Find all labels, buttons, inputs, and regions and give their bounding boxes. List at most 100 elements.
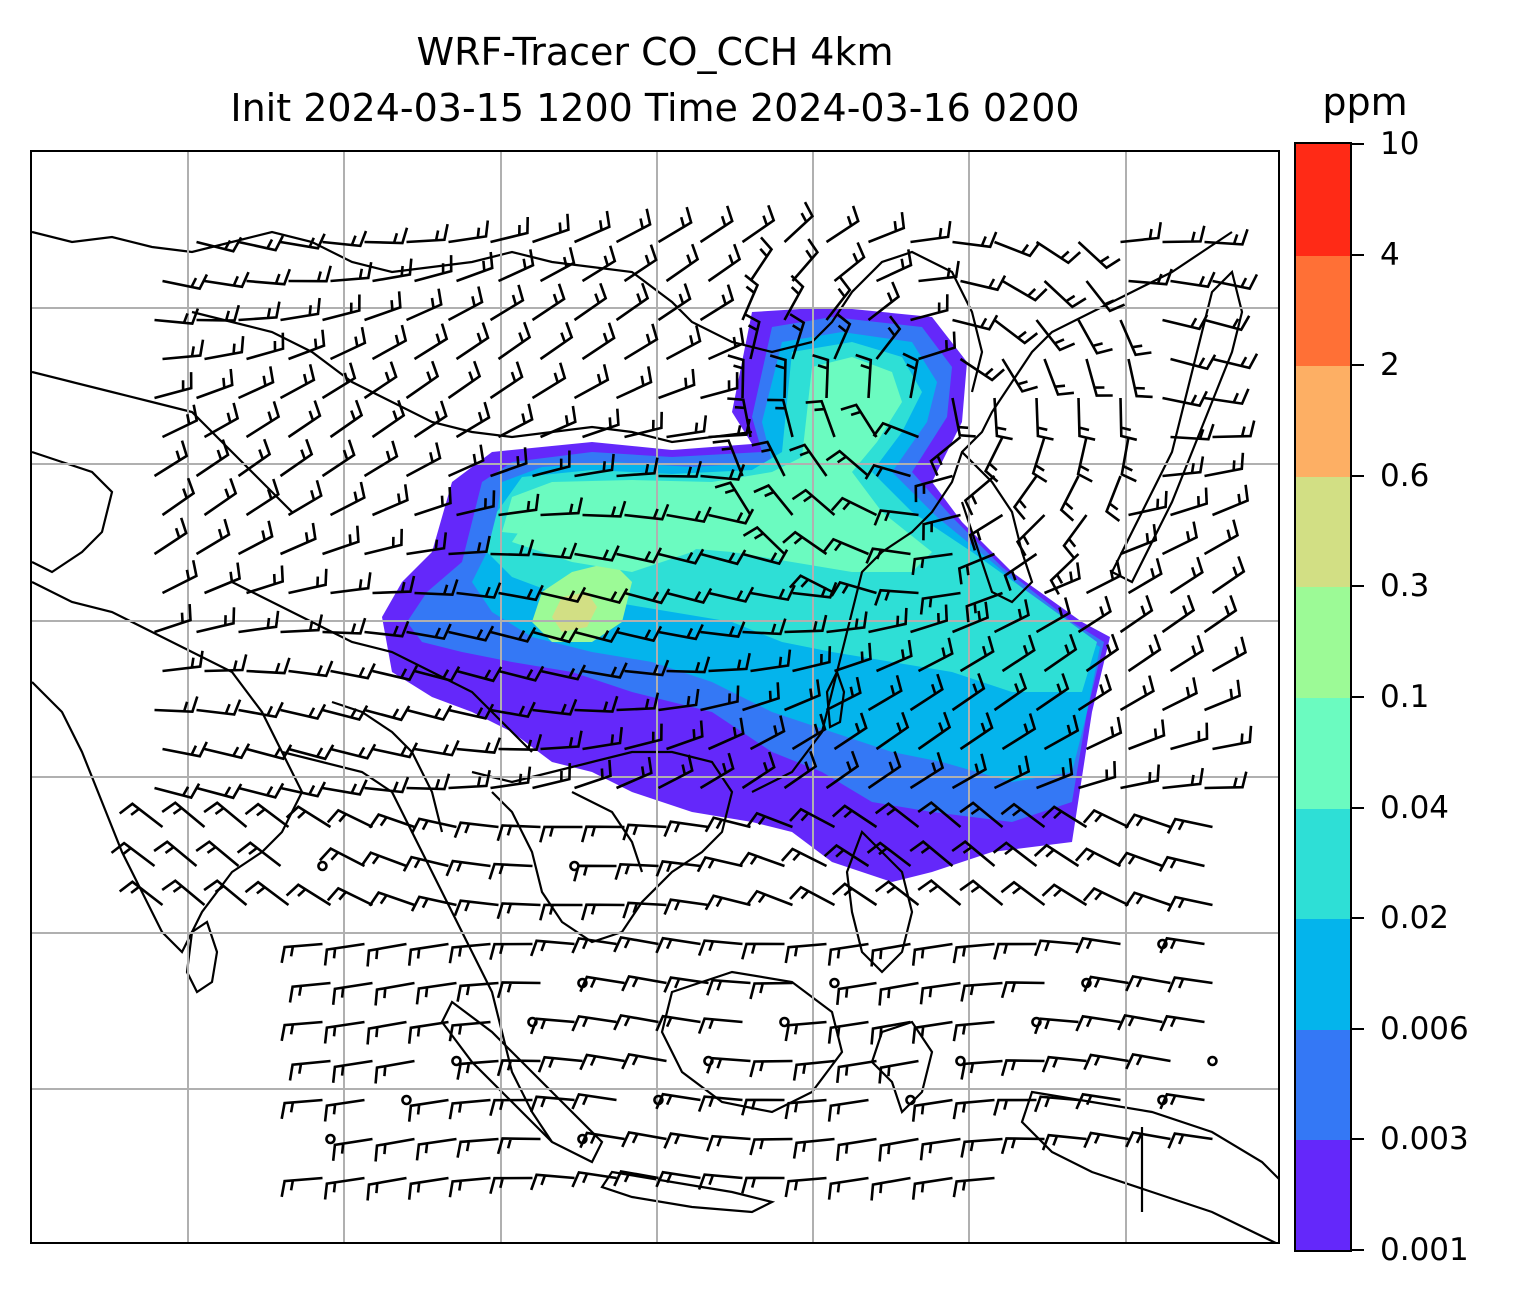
- wind-barb: [364, 291, 402, 322]
- wind-barb: [791, 488, 836, 516]
- wind-barb: [1204, 771, 1248, 790]
- wind-barb: [529, 1017, 575, 1035]
- wind-barb: [959, 801, 1004, 829]
- wind-barb: [195, 840, 240, 867]
- wind-barb: [825, 676, 862, 712]
- wind-barb: [792, 1137, 835, 1159]
- wind-barb: [614, 862, 659, 880]
- wind-barb: [1031, 436, 1048, 483]
- wind-barb: [161, 801, 206, 828]
- wind-barb: [616, 457, 659, 478]
- wind-barb: [909, 752, 945, 790]
- colorbar-tick-label: 0.02: [1380, 900, 1450, 937]
- wind-barb: [405, 442, 442, 478]
- calm-wind-circle: [1207, 1055, 1218, 1067]
- wind-barb: [1120, 436, 1137, 483]
- wind-barb: [539, 246, 576, 283]
- wind-barb: [870, 942, 911, 967]
- wind-barb: [783, 679, 821, 712]
- wind-barb: [1211, 636, 1248, 673]
- wind-barb: [245, 478, 280, 517]
- wind-barb: [952, 1020, 995, 1042]
- wind-barb: [490, 216, 529, 244]
- wind-barb: [867, 281, 901, 322]
- wind-barb: [750, 649, 792, 673]
- wind-barb: [834, 642, 872, 673]
- wind-barb: [1049, 553, 1080, 596]
- colorbar-tick: [1352, 696, 1364, 698]
- wind-barb: [870, 1176, 911, 1201]
- wind-barb: [579, 1131, 625, 1149]
- colorbar-tick: [1352, 806, 1364, 809]
- wind-barb: [831, 882, 878, 907]
- wind-barb: [1077, 673, 1113, 712]
- wind-barb: [789, 807, 836, 829]
- wind-barb: [490, 447, 528, 478]
- wind-barb: [1085, 280, 1126, 313]
- border-kazakh: [32, 370, 293, 513]
- wind-barb: [666, 415, 708, 439]
- wind-barb: [489, 361, 524, 400]
- wind-barb: [622, 901, 667, 919]
- wind-barb: [532, 698, 578, 716]
- wind-barb: [1001, 634, 1036, 673]
- wind-barb: [825, 750, 860, 790]
- wind-barb: [539, 405, 577, 439]
- calm-wind-circle: [401, 1094, 412, 1106]
- wind-barb: [456, 737, 502, 754]
- wind-barb: [864, 463, 911, 480]
- wind-barb: [782, 530, 828, 556]
- wind-barb: [615, 282, 650, 322]
- wind-barb: [489, 284, 525, 322]
- wind-barb: [447, 444, 485, 478]
- wind-barb: [1162, 456, 1205, 478]
- wind-barb: [456, 981, 499, 1002]
- wind-barb: [965, 591, 1003, 623]
- wind-barb: [203, 477, 238, 517]
- wind-barb: [1212, 420, 1256, 439]
- coast-sumatra: [440, 1000, 604, 1164]
- wind-barb: [1000, 981, 1045, 999]
- wind-barb: [1033, 1095, 1079, 1113]
- wind-barb: [448, 220, 490, 244]
- wind-barb: [539, 825, 583, 843]
- wind-barb: [708, 586, 755, 603]
- colorbar-tick: [1352, 474, 1364, 477]
- wind-barb: [624, 659, 670, 677]
- wind-barb: [287, 479, 323, 517]
- border-china-north: [32, 230, 984, 393]
- colorbar-tick-label: 0.04: [1380, 789, 1450, 826]
- wind-barb: [363, 361, 398, 400]
- wind-barb: [415, 981, 457, 1005]
- colorbar-segment: [1296, 475, 1350, 588]
- wind-barb: [203, 402, 240, 439]
- wind-barb: [714, 481, 752, 516]
- wind-barb: [780, 847, 828, 868]
- wind-barb: [1162, 225, 1206, 244]
- wind-barb: [497, 403, 534, 439]
- wind-barb: [531, 362, 567, 400]
- wind-barb: [616, 547, 663, 564]
- wind-barb: [238, 301, 281, 322]
- wind-barb: [1085, 716, 1123, 751]
- wind-barb: [414, 487, 452, 517]
- wind-barb: [456, 582, 502, 599]
- wind-barb: [1161, 521, 1199, 556]
- wind-barb: [836, 981, 877, 1006]
- wind-barb: [655, 936, 701, 954]
- wind-barb: [532, 542, 578, 560]
- wind-barb: [238, 235, 285, 252]
- wind-barb: [1167, 976, 1213, 993]
- wind-barb: [161, 477, 196, 517]
- wind-barb: [1125, 1130, 1171, 1148]
- wind-barb: [366, 942, 407, 967]
- wind-barb: [655, 1092, 701, 1110]
- wind-barb: [162, 339, 205, 361]
- wind-barb: [616, 625, 663, 643]
- wind-barb: [1041, 883, 1088, 907]
- wind-barb: [154, 604, 192, 634]
- wind-barb: [1120, 523, 1158, 556]
- wind-barb: [1001, 358, 1038, 393]
- wind-barb: [280, 1176, 323, 1198]
- wind-barb: [529, 1095, 575, 1113]
